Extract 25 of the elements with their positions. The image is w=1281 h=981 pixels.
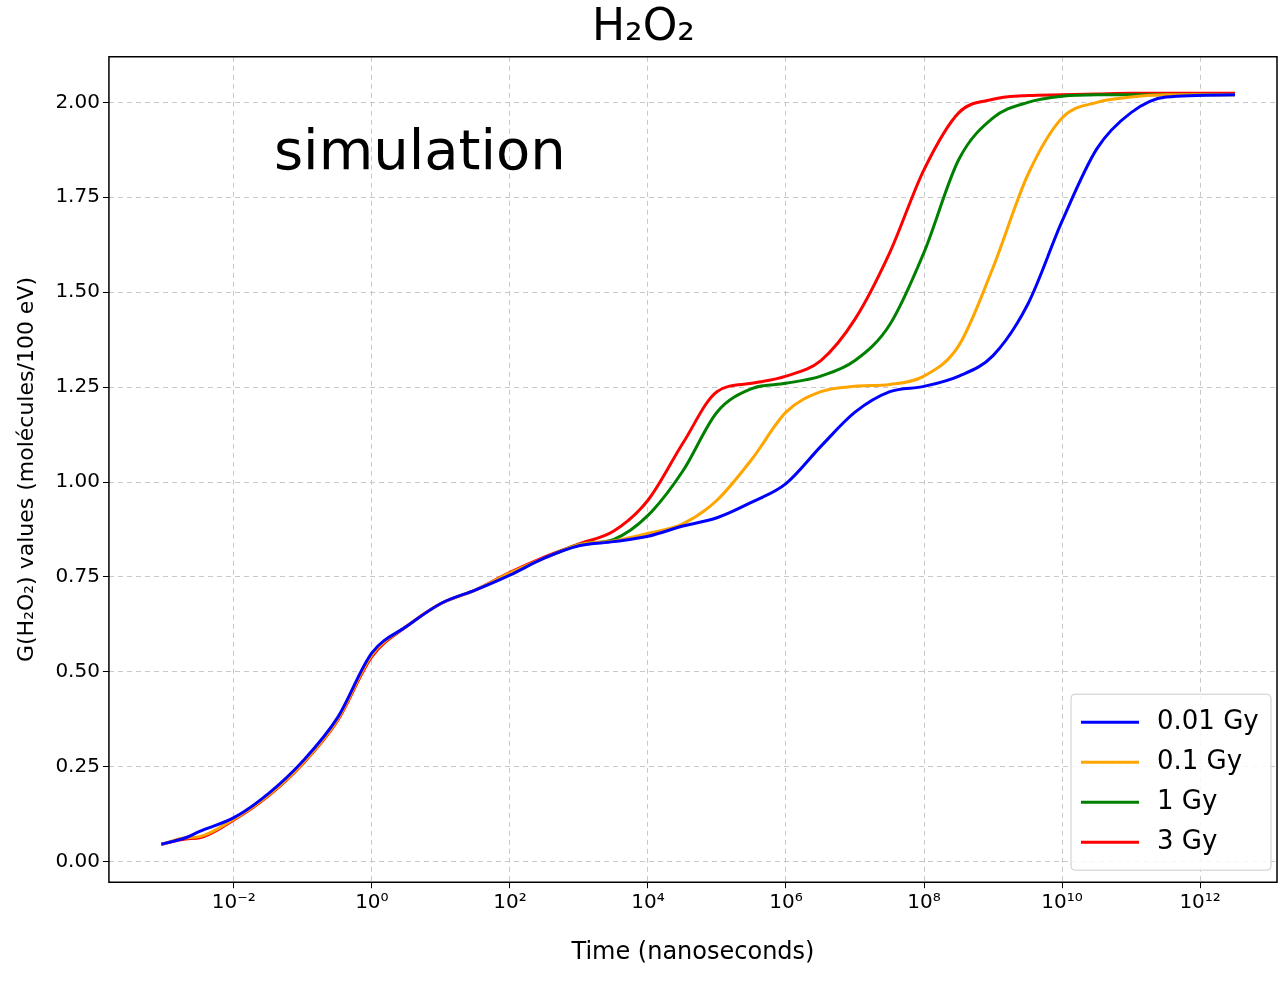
y-tick-label: 1.50 bbox=[55, 278, 100, 303]
chart-title: H₂O₂ bbox=[592, 0, 695, 50]
y-axis-title: G(H₂O₂) values (molécules/100 eV) bbox=[12, 276, 38, 663]
x-tick-label: 10⁸ bbox=[907, 889, 941, 914]
annotation: simulation bbox=[273, 117, 566, 183]
x-tick-label: 10⁰ bbox=[355, 889, 389, 914]
y-tick-label: 0.50 bbox=[55, 658, 100, 683]
x-tick-label: 10⁻² bbox=[211, 889, 256, 914]
y-tick-label: 2.00 bbox=[55, 88, 100, 113]
y-tick-label: 0.00 bbox=[55, 847, 100, 872]
y-tick-label: 1.25 bbox=[55, 373, 100, 398]
legend-label: 0.1 Gy bbox=[1157, 744, 1243, 775]
y-tick-label: 1.00 bbox=[55, 468, 100, 493]
legend-label: 3 Gy bbox=[1157, 824, 1218, 855]
y-tick-label: 0.25 bbox=[55, 752, 100, 777]
x-tick-label: 10² bbox=[493, 889, 527, 914]
x-tick-label: 10⁶ bbox=[769, 889, 803, 914]
x-tick-label: 10¹² bbox=[1179, 889, 1221, 914]
legend-label: 1 Gy bbox=[1157, 784, 1218, 815]
x-axis-title: Time (nanoseconds) bbox=[570, 936, 815, 965]
y-tick-label: 1.75 bbox=[55, 183, 100, 208]
x-tick-label: 10⁴ bbox=[631, 889, 665, 914]
x-tick-label: 10¹⁰ bbox=[1041, 889, 1083, 914]
y-tick-label: 0.75 bbox=[55, 563, 100, 588]
legend-label: 0.01 Gy bbox=[1157, 704, 1259, 735]
